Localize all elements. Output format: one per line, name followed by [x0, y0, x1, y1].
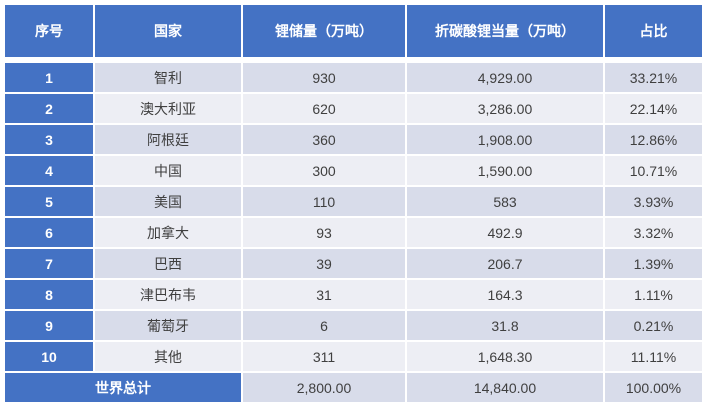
- country-cell: 智利: [95, 63, 241, 92]
- share-cell: 3.93%: [605, 187, 702, 216]
- total-lce-cell: 14,840.00: [407, 373, 603, 402]
- country-cell: 其他: [95, 342, 241, 371]
- share-cell: 10.71%: [605, 156, 702, 185]
- country-cell: 澳大利亚: [95, 94, 241, 123]
- table-header-row: 序号 国家 锂储量（万吨） 折碳酸锂当量（万吨） 占比: [5, 5, 702, 57]
- reserves-cell: 300: [243, 156, 405, 185]
- lce-cell: 492.9: [407, 218, 603, 247]
- country-cell: 加拿大: [95, 218, 241, 247]
- header-cell-lce: 折碳酸锂当量（万吨）: [407, 5, 603, 57]
- row-index-cell: 2: [5, 94, 93, 123]
- header-cell-reserves: 锂储量（万吨）: [243, 5, 405, 57]
- share-cell: 1.11%: [605, 280, 702, 309]
- total-label-cell: 世界总计: [5, 373, 241, 402]
- share-cell: 11.11%: [605, 342, 702, 371]
- lce-cell: 1,908.00: [407, 125, 603, 154]
- row-index-cell: 9: [5, 311, 93, 340]
- row-index-cell: 8: [5, 280, 93, 309]
- reserves-cell: 620: [243, 94, 405, 123]
- reserves-cell: 930: [243, 63, 405, 92]
- reserves-cell: 39: [243, 249, 405, 278]
- row-index-cell: 6: [5, 218, 93, 247]
- row-index-cell: 7: [5, 249, 93, 278]
- share-cell: 12.86%: [605, 125, 702, 154]
- reserves-cell: 31: [243, 280, 405, 309]
- table-body: 1 智利 930 4,929.00 33.21% 2 澳大利亚 620 3,28…: [5, 63, 702, 371]
- lce-cell: 31.8: [407, 311, 603, 340]
- row-index-cell: 10: [5, 342, 93, 371]
- reserves-cell: 360: [243, 125, 405, 154]
- lce-cell: 4,929.00: [407, 63, 603, 92]
- reserves-cell: 6: [243, 311, 405, 340]
- share-cell: 33.21%: [605, 63, 702, 92]
- row-index-cell: 1: [5, 63, 93, 92]
- reserves-cell: 93: [243, 218, 405, 247]
- share-cell: 0.21%: [605, 311, 702, 340]
- header-cell-share: 占比: [605, 5, 702, 57]
- share-cell: 1.39%: [605, 249, 702, 278]
- row-index-cell: 3: [5, 125, 93, 154]
- header-cell-country: 国家: [95, 5, 241, 57]
- country-cell: 葡萄牙: [95, 311, 241, 340]
- reserves-cell: 311: [243, 342, 405, 371]
- lce-cell: 164.3: [407, 280, 603, 309]
- country-cell: 巴西: [95, 249, 241, 278]
- share-cell: 3.32%: [605, 218, 702, 247]
- country-cell: 阿根廷: [95, 125, 241, 154]
- lce-cell: 206.7: [407, 249, 603, 278]
- lce-cell: 3,286.00: [407, 94, 603, 123]
- total-reserves-cell: 2,800.00: [243, 373, 405, 402]
- lce-cell: 1,590.00: [407, 156, 603, 185]
- lce-cell: 1,648.30: [407, 342, 603, 371]
- share-cell: 22.14%: [605, 94, 702, 123]
- lce-cell: 583: [407, 187, 603, 216]
- reserves-cell: 110: [243, 187, 405, 216]
- country-cell: 中国: [95, 156, 241, 185]
- country-cell: 津巴布韦: [95, 280, 241, 309]
- header-cell-index: 序号: [5, 5, 93, 57]
- total-share-cell: 100.00%: [605, 373, 702, 402]
- country-cell: 美国: [95, 187, 241, 216]
- row-index-cell: 5: [5, 187, 93, 216]
- row-index-cell: 4: [5, 156, 93, 185]
- table-total-row: 世界总计 2,800.00 14,840.00 100.00%: [5, 373, 702, 402]
